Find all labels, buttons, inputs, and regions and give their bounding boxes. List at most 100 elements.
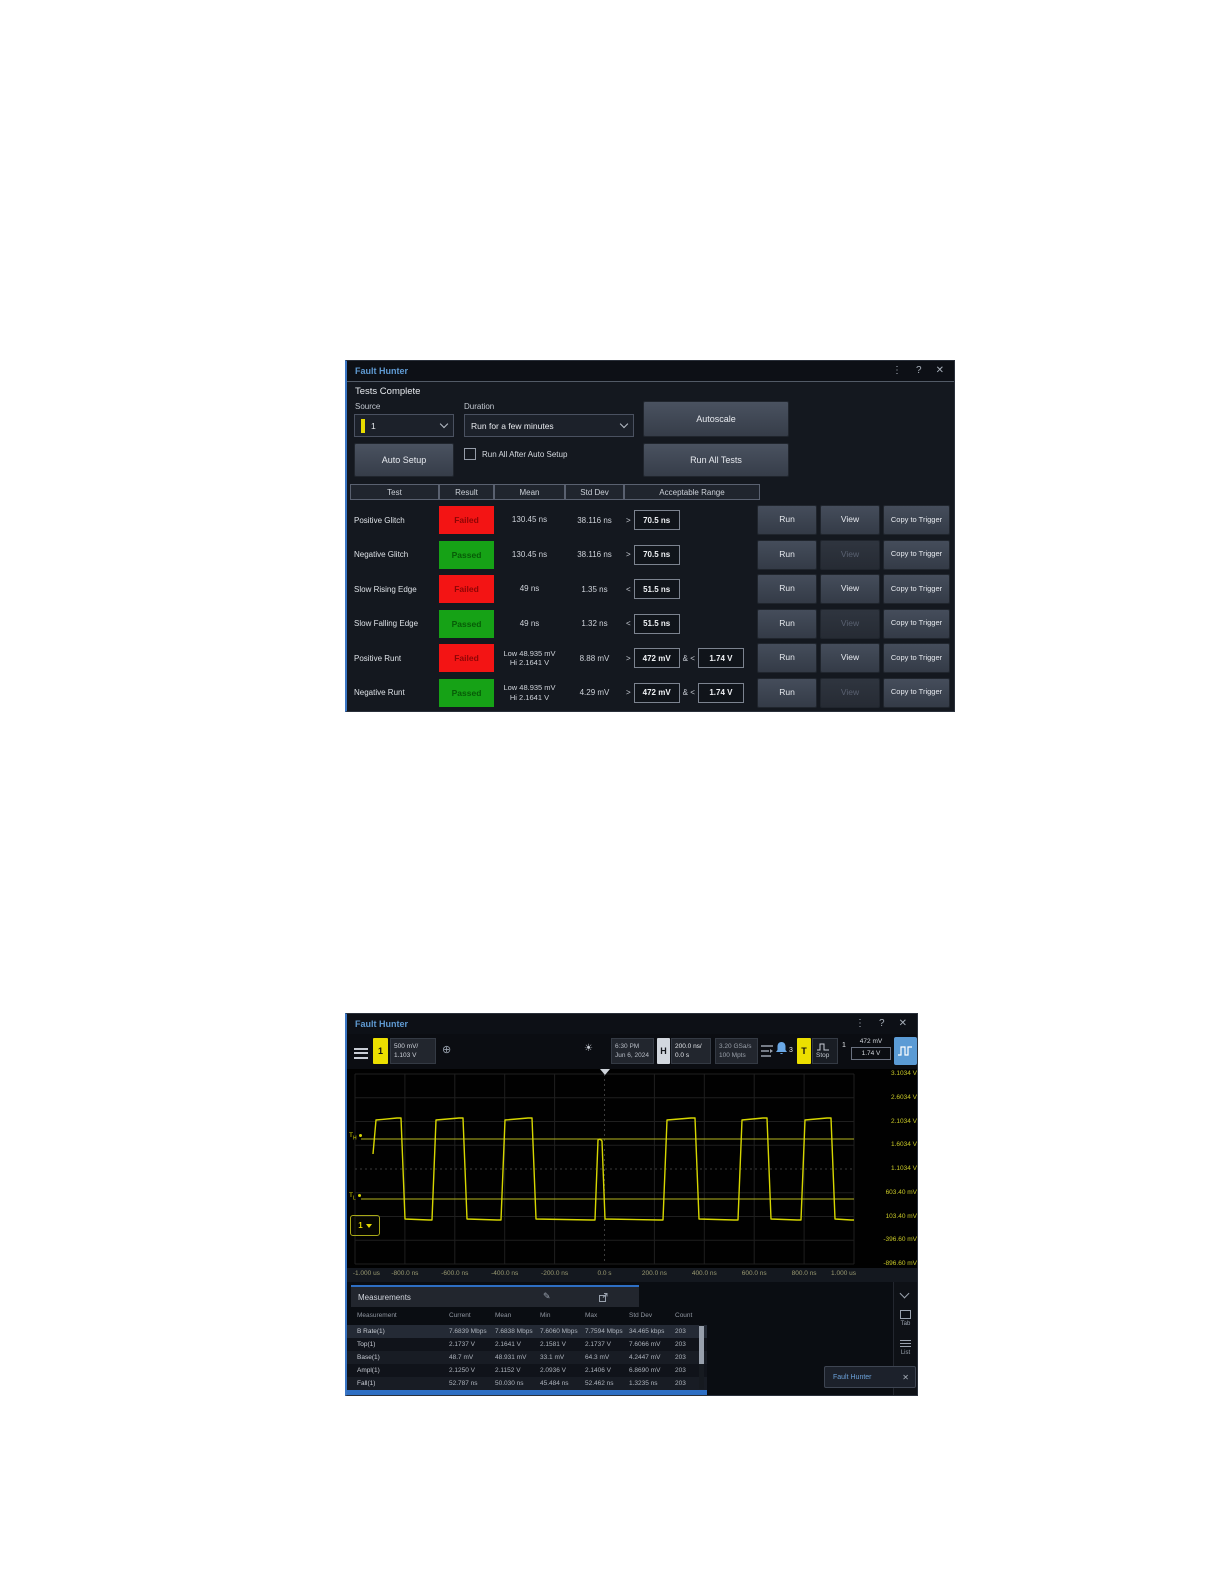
trigger-status-box[interactable]: Stop [812, 1038, 838, 1064]
limit-value-box[interactable]: 51.5 ns [633, 613, 680, 634]
channel-ground-marker[interactable]: 1 [350, 1215, 380, 1236]
measurements-scrollbar[interactable] [699, 1325, 704, 1389]
time-axis-labels: -1.000 us -800.0 ns -600.0 ns -400.0 ns -200… [347, 1268, 917, 1281]
add-channel-icon[interactable]: ⊕ [442, 1044, 452, 1056]
threshold-low-marker[interactable]: TL [349, 1192, 361, 1201]
duration-value: Run for a few minutes [471, 420, 554, 431]
chevron-down-icon [619, 419, 629, 429]
result-badge: Failed [439, 506, 494, 534]
measurement-value: 203 [675, 1366, 686, 1374]
limit-value-box[interactable]: 1.74 V [697, 682, 744, 703]
collapse-chevron-icon[interactable] [899, 1288, 910, 1299]
comparator-label: > [626, 550, 631, 560]
horizontal-badge[interactable]: H [657, 1038, 670, 1064]
ground-channel-number: 1 [358, 1221, 363, 1230]
result-badge: Passed [439, 609, 494, 638]
measurement-value: 2.1152 V [495, 1366, 521, 1374]
fault-hunter-minimized-window[interactable]: Fault Hunter ✕ [824, 1366, 916, 1388]
waveform-panel-badge[interactable] [894, 1037, 917, 1065]
time-axis-label: 800.0 ns [791, 1270, 817, 1277]
close-icon[interactable]: ✕ [902, 1372, 909, 1382]
view-button[interactable]: View [820, 574, 880, 604]
measurement-row[interactable]: Top(1) 2.1737 V 2.1641 V 2.1581 V 2.1737 V 7.… [347, 1338, 707, 1351]
help-icon[interactable]: ? [879, 1018, 885, 1029]
horizontal-scale-box[interactable]: 200.0 ns/ 0.0 s [671, 1038, 711, 1064]
limit-value-box[interactable]: 472 mV [633, 682, 680, 703]
autoscale-button[interactable]: Autoscale [643, 401, 789, 437]
list-view-icon[interactable] [900, 1338, 911, 1348]
auto-setup-button[interactable]: Auto Setup [354, 443, 454, 477]
limit-value-box[interactable]: 1.74 V [697, 648, 744, 669]
display-brightness-icon[interactable]: ☀ [584, 1043, 593, 1054]
result-cell: Failed [439, 644, 494, 672]
voltage-axis-label: 2.1034 V [890, 1117, 917, 1125]
run-all-after-autosetup-checkbox[interactable] [464, 448, 476, 460]
acceptable-range-cell: <51.5 ns [626, 572, 757, 607]
tab-view-icon[interactable] [900, 1310, 911, 1319]
slider-controls-icon[interactable] [761, 1044, 773, 1063]
measurement-row[interactable]: Ampl(1) 2.1250 V 2.1152 V 2.0936 V 2.1406 V 6… [347, 1364, 707, 1377]
trigger-levels-box[interactable]: 472 mV 1.74 V [851, 1038, 891, 1060]
time-axis-label: -1.000 us [352, 1270, 380, 1277]
selected-row-sliver[interactable] [347, 1390, 707, 1395]
bell-notification-icon[interactable] [775, 1041, 788, 1061]
run-button[interactable]: Run [757, 539, 817, 570]
scope-titlebar: Fault Hunter ⋮ ? ✕ [347, 1014, 917, 1035]
measurement-row[interactable]: B Rate(1) 7.6839 Mbps 7.6838 Mbps 7.6060 Mb… [347, 1325, 707, 1338]
limit-value-box[interactable]: 70.5 ns [633, 544, 680, 565]
copy-to-trigger-button[interactable]: Copy to Trigger [883, 505, 950, 535]
limit-value-box[interactable]: 472 mV [633, 648, 680, 669]
copy-to-trigger-button[interactable]: Copy to Trigger [883, 608, 950, 639]
measurement-value: 2.1581 V [540, 1340, 567, 1348]
measurement-row[interactable]: Base(1) 48.7 mV 48.931 mV 33.1 mV 64.3 mV 4.2… [347, 1351, 707, 1364]
stddev-value: 1.32 ns [581, 619, 608, 629]
time-axis-label: -200.0 ns [541, 1270, 569, 1277]
view-button[interactable]: View [820, 643, 880, 673]
run-all-tests-button[interactable]: Run All Tests [643, 443, 789, 477]
run-button[interactable]: Run [757, 505, 817, 535]
view-button[interactable]: View [820, 505, 880, 535]
channel-1-badge[interactable]: 1 [373, 1038, 388, 1064]
menu-dots-icon[interactable]: ⋮ [855, 1018, 866, 1029]
limit-value-box[interactable]: 51.5 ns [633, 579, 680, 600]
close-icon[interactable]: ✕ [935, 365, 944, 376]
scrollbar-thumb[interactable] [699, 1326, 704, 1364]
channel-scale: 500 mV/ [394, 1042, 419, 1050]
run-button[interactable]: Run [757, 574, 817, 604]
copy-to-trigger-button[interactable]: Copy to Trigger [883, 539, 950, 570]
run-button[interactable]: Run [757, 643, 817, 673]
acceptable-range-cell: >70.5 ns [626, 503, 757, 538]
measurements-tab[interactable]: Measurements ✎ [351, 1287, 639, 1307]
help-icon[interactable]: ? [916, 365, 922, 376]
channel-color-bar [361, 418, 365, 433]
measurement-value: 33.1 mV [540, 1353, 565, 1361]
trigger-level-low: 1.74 V [851, 1047, 891, 1060]
mean-value: Low 48.935 mV Hi 2.1641 V [494, 676, 565, 711]
copy-to-trigger-button[interactable]: Copy to Trigger [883, 574, 950, 604]
measurement-row[interactable]: Fall(1) 52.787 ns 50.030 ns 45.484 ns 52.462… [347, 1377, 707, 1390]
column-header-result: Result [439, 484, 494, 500]
result-cell: Failed [439, 506, 494, 534]
column-header-acceptable-range: Acceptable Range [624, 484, 760, 500]
hamburger-menu-icon[interactable] [354, 1045, 368, 1061]
threshold-high-marker[interactable]: TH [349, 1132, 362, 1141]
channel-scale-box[interactable]: 500 mV/ 1.103 V [390, 1038, 436, 1064]
run-button[interactable]: Run [757, 608, 817, 639]
close-icon[interactable]: ✕ [898, 1018, 907, 1029]
duration-dropdown[interactable]: Run for a few minutes [464, 414, 634, 437]
copy-to-trigger-button[interactable]: Copy to Trigger [883, 643, 950, 673]
trigger-position-marker[interactable] [600, 1069, 610, 1075]
list-view-label: List [900, 1350, 911, 1356]
waveform-display[interactable]: 3.1034 V 2.6034 V 2.1034 V 1.6034 V 1.1034 V… [347, 1069, 917, 1268]
popout-icon[interactable] [599, 1293, 608, 1304]
date-value: Jun 6, 2024 [615, 1051, 649, 1059]
menu-dots-icon[interactable]: ⋮ [892, 365, 903, 376]
source-dropdown[interactable]: 1 [354, 414, 454, 437]
horizontal-delay: 0.0 s [675, 1051, 690, 1059]
edit-pencil-icon[interactable]: ✎ [543, 1291, 551, 1301]
test-name-label: Negative Glitch [354, 550, 409, 560]
run-button[interactable]: Run [757, 677, 817, 708]
limit-value-box[interactable]: 70.5 ns [633, 510, 680, 531]
copy-to-trigger-button[interactable]: Copy to Trigger [883, 677, 950, 708]
trigger-badge[interactable]: T [797, 1038, 811, 1064]
